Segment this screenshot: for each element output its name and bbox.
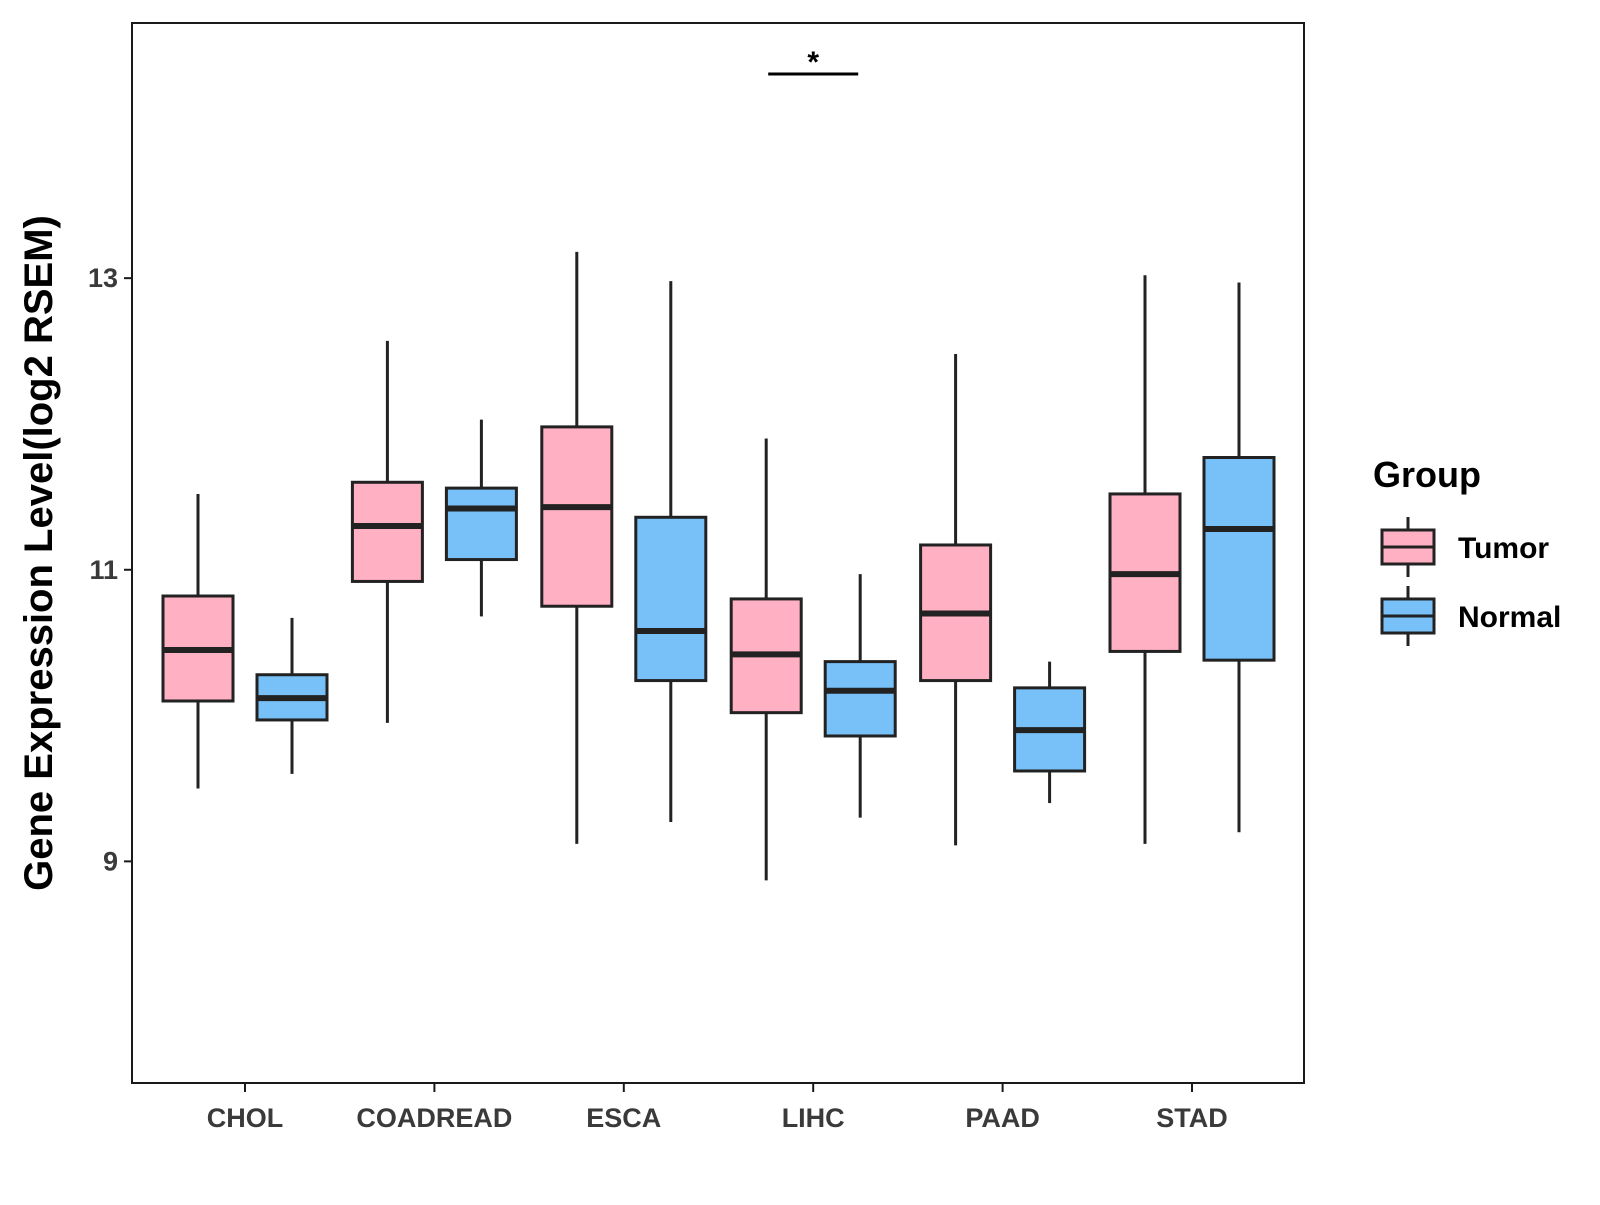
box-normal-stad — [1202, 282, 1276, 833]
x-tick-label: STAD — [1156, 1103, 1228, 1133]
box-iqr — [540, 425, 614, 608]
box-iqr — [350, 480, 424, 583]
x-axis: CHOL COADREAD ESCA LIHC PAAD STAD — [207, 1083, 1228, 1133]
significance-label: * — [807, 46, 819, 79]
box-iqr — [823, 660, 897, 738]
box-iqr — [1202, 455, 1276, 662]
box-tumor-lihc — [729, 438, 803, 881]
box-normal-paad — [1013, 661, 1087, 804]
y-tick-label: 13 — [88, 263, 118, 293]
x-tick-label: COADREAD — [356, 1103, 512, 1133]
box-iqr — [634, 515, 708, 683]
box-iqr — [444, 486, 518, 562]
box-tumor-stad — [1108, 275, 1182, 844]
significance-lihc: * — [768, 46, 859, 79]
chart-marks: * — [161, 46, 1276, 881]
legend-label: Tumor — [1458, 532, 1549, 565]
box-tumor-esca — [540, 251, 614, 844]
x-tick-label: PAAD — [965, 1103, 1040, 1133]
y-tick-label: 11 — [89, 555, 118, 585]
y-axis: 9 11 13 — [88, 263, 132, 876]
box-tumor-coadread — [350, 340, 424, 723]
legend-entry-normal: Normal — [1380, 586, 1561, 646]
y-tick-label: 9 — [103, 846, 118, 876]
legend: Group Tumor Normal — [1373, 454, 1561, 646]
x-tick-label: ESCA — [586, 1103, 661, 1133]
y-axis-label: Gene Expression Level(log2 RSEM) — [17, 215, 61, 891]
box-normal-esca — [634, 281, 708, 823]
box-normal-chol — [255, 617, 329, 774]
x-tick-label: CHOL — [207, 1103, 284, 1133]
legend-label: Normal — [1458, 601, 1561, 634]
box-normal-coadread — [444, 419, 518, 617]
box-tumor-paad — [919, 353, 993, 846]
legend-entry-tumor: Tumor — [1380, 517, 1549, 577]
legend-title: Group — [1373, 454, 1481, 495]
x-tick-label: LIHC — [782, 1103, 845, 1133]
box-normal-lihc — [823, 574, 897, 818]
box-tumor-chol — [161, 493, 235, 789]
